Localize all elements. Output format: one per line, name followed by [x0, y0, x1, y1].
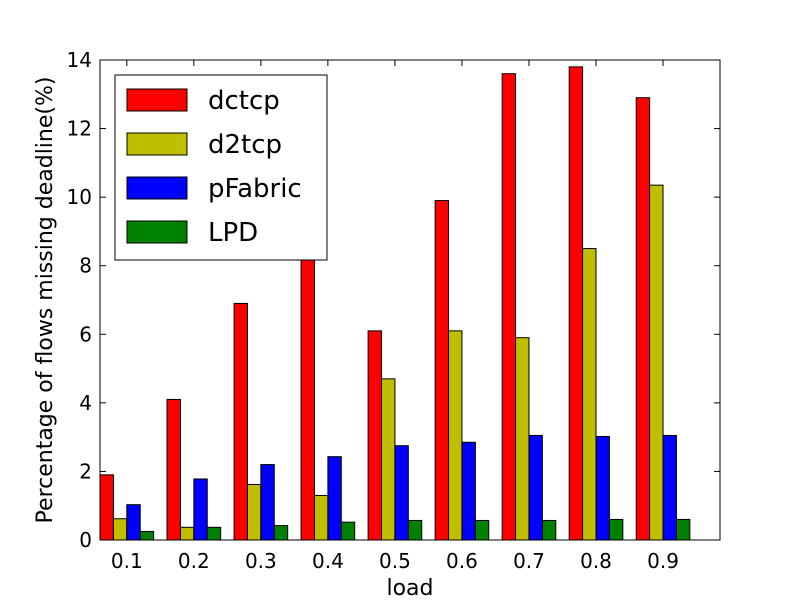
x-tick-label: 0.1	[111, 549, 143, 573]
legend: dctcp d2tcp pFabric LPD	[114, 74, 328, 261]
bar-dctcp-0.7	[501, 73, 517, 541]
bar-d2tcp-0.6	[448, 330, 463, 541]
legend-label-LPD: LPD	[208, 218, 258, 248]
bar-dctcp-0.1	[99, 474, 114, 541]
y-tick-label: 12	[67, 117, 92, 141]
x-tick-label: 0.5	[379, 549, 411, 573]
y-tick-label: 10	[67, 185, 92, 209]
bar-LPD-0.5	[407, 519, 423, 541]
bar-pFabric-0.1	[126, 504, 141, 541]
bar-LPD-0.7	[541, 519, 557, 541]
y-tick-label: 8	[79, 254, 92, 278]
bar-LPD-0.3	[273, 525, 289, 541]
bar-d2tcp-0.1	[112, 518, 128, 541]
legend-swatch-d2tcp	[126, 132, 188, 156]
bar-pFabric-0.8	[595, 435, 610, 541]
bar-dctcp-0.9	[635, 97, 651, 541]
bar-pFabric-0.2	[193, 478, 208, 541]
y-tick-label: 4	[79, 391, 92, 415]
y-tick-label: 0	[79, 528, 92, 552]
bar-LPD-0.2	[206, 526, 222, 541]
y-axis-label: Percentage of flows missing deadline(%)	[33, 77, 58, 524]
y-tick-label: 14	[67, 48, 92, 72]
y-tick-label: 2	[79, 459, 92, 483]
bar-dctcp-0.3	[233, 302, 248, 541]
legend-swatch-pFabric	[126, 176, 188, 200]
bar-dctcp-0.2	[166, 398, 181, 541]
x-tick-label: 0.6	[446, 549, 478, 573]
bar-pFabric-0.5	[394, 445, 409, 541]
bar-pFabric-0.7	[528, 434, 543, 541]
y-axis-ticks: 0 2 4 6 8 10 12 14	[67, 48, 720, 552]
x-axis-label: load	[386, 576, 433, 600]
bar-pFabric-0.9	[662, 434, 677, 541]
bar-d2tcp-0.8	[582, 248, 597, 541]
bar-d2tcp-0.3	[246, 483, 262, 541]
bar-LPD-0.8	[608, 518, 624, 541]
bar-dctcp-0.8	[568, 66, 584, 541]
x-tick-label: 0.7	[513, 549, 545, 573]
bar-LPD-0.9	[675, 518, 691, 541]
x-tick-label: 0.9	[647, 549, 679, 573]
legend-swatch-LPD	[126, 220, 188, 244]
bar-LPD-0.1	[139, 530, 155, 541]
x-tick-label: 0.3	[245, 549, 277, 573]
axes-frame	[99, 59, 721, 541]
legend-swatch-dctcp	[126, 88, 188, 112]
bar-d2tcp-0.5	[381, 378, 396, 541]
bars-group	[99, 66, 691, 541]
bar-dctcp-0.5	[367, 330, 383, 541]
bar-pFabric-0.6	[461, 441, 476, 541]
legend-label-d2tcp: d2tcp	[208, 130, 282, 160]
bar-d2tcp-0.4	[313, 494, 329, 541]
x-tick-label: 0.2	[178, 549, 210, 573]
x-tick-label: 0.4	[312, 549, 344, 573]
x-tick-label: 0.8	[580, 549, 612, 573]
bar-dctcp-0.6	[434, 200, 450, 541]
bar-pFabric-0.3	[260, 464, 275, 541]
bar-d2tcp-0.2	[179, 526, 195, 541]
bar-d2tcp-0.7	[515, 337, 530, 541]
legend-label-pFabric: pFabric	[208, 174, 302, 204]
y-tick-label: 6	[79, 322, 92, 346]
bar-d2tcp-0.9	[649, 184, 664, 541]
bar-LPD-0.4	[340, 521, 356, 541]
x-axis-ticks: 0.1 0.2 0.3 0.4 0.5 0.6 0.7 0.8 0.9	[111, 60, 679, 573]
bar-dctcp-0.4	[300, 254, 315, 541]
bar-LPD-0.6	[474, 519, 490, 541]
bar-pFabric-0.4	[327, 456, 342, 541]
legend-label-dctcp: dctcp	[208, 86, 280, 116]
